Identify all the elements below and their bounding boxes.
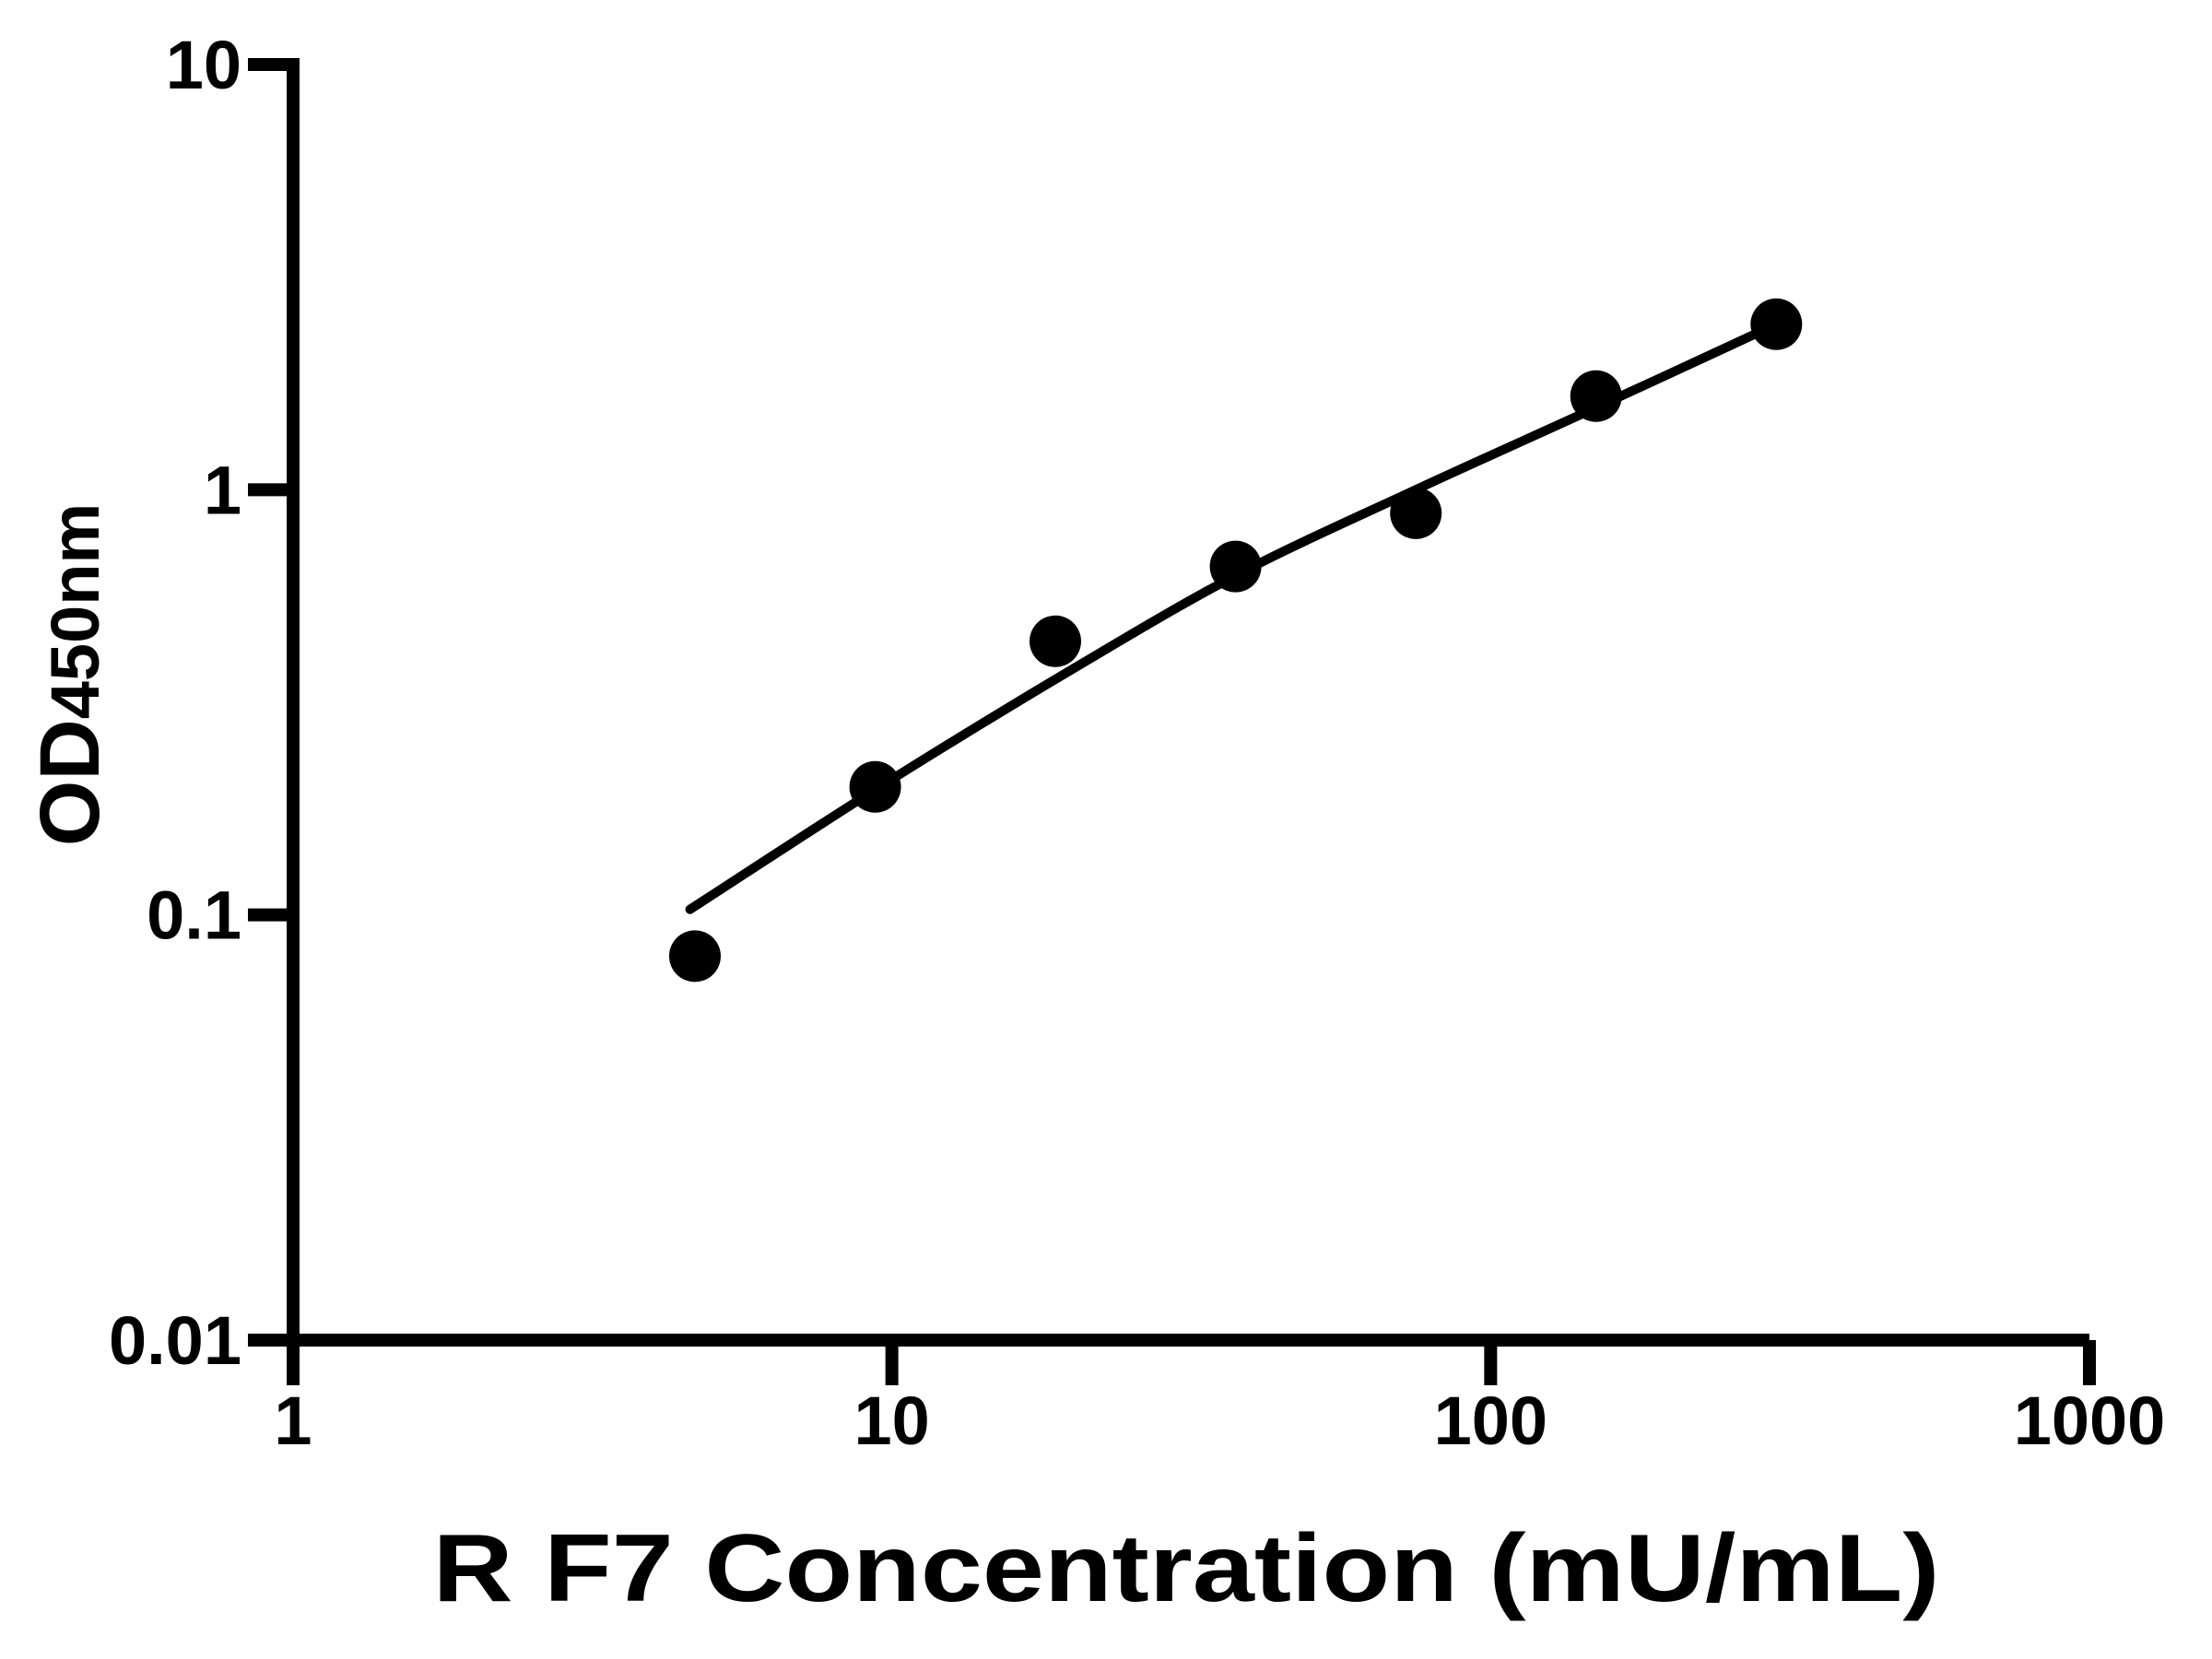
data-points <box>669 298 1803 982</box>
x-tick-label: 1000 <box>2014 1382 2166 1459</box>
y-tick-label: 1 <box>204 452 241 528</box>
y-axis-ticks <box>248 58 293 1347</box>
y-axis-tick-labels: 10 1 0.1 0.01 <box>109 27 241 1379</box>
x-axis-tick-labels: 1 10 100 1000 <box>274 1382 2165 1459</box>
x-tick-label: 10 <box>854 1382 930 1459</box>
y-tick-label: 0.01 <box>109 1302 241 1379</box>
plot-axes <box>287 58 2089 1347</box>
data-point <box>669 930 721 982</box>
data-point <box>1390 487 1442 539</box>
axis-lines <box>287 58 2089 1347</box>
y-tick-label: 10 <box>166 27 241 103</box>
y-axis-title-main: OD <box>23 719 117 846</box>
data-point <box>1209 540 1262 593</box>
data-point <box>849 760 901 813</box>
data-point <box>1750 298 1803 350</box>
y-tick-label: 0.1 <box>147 877 241 954</box>
y-axis-title: OD450nm <box>23 503 117 846</box>
data-point <box>1030 615 1081 667</box>
x-tick-label: 1 <box>274 1382 312 1459</box>
x-tick-label: 100 <box>1434 1382 1547 1459</box>
x-axis-ticks <box>287 1340 2096 1385</box>
x-axis-title: R F7 Concentration (mU/mL) <box>433 1515 1940 1622</box>
y-axis-title-subscript: 450nm <box>37 503 113 719</box>
data-point <box>1570 370 1622 422</box>
